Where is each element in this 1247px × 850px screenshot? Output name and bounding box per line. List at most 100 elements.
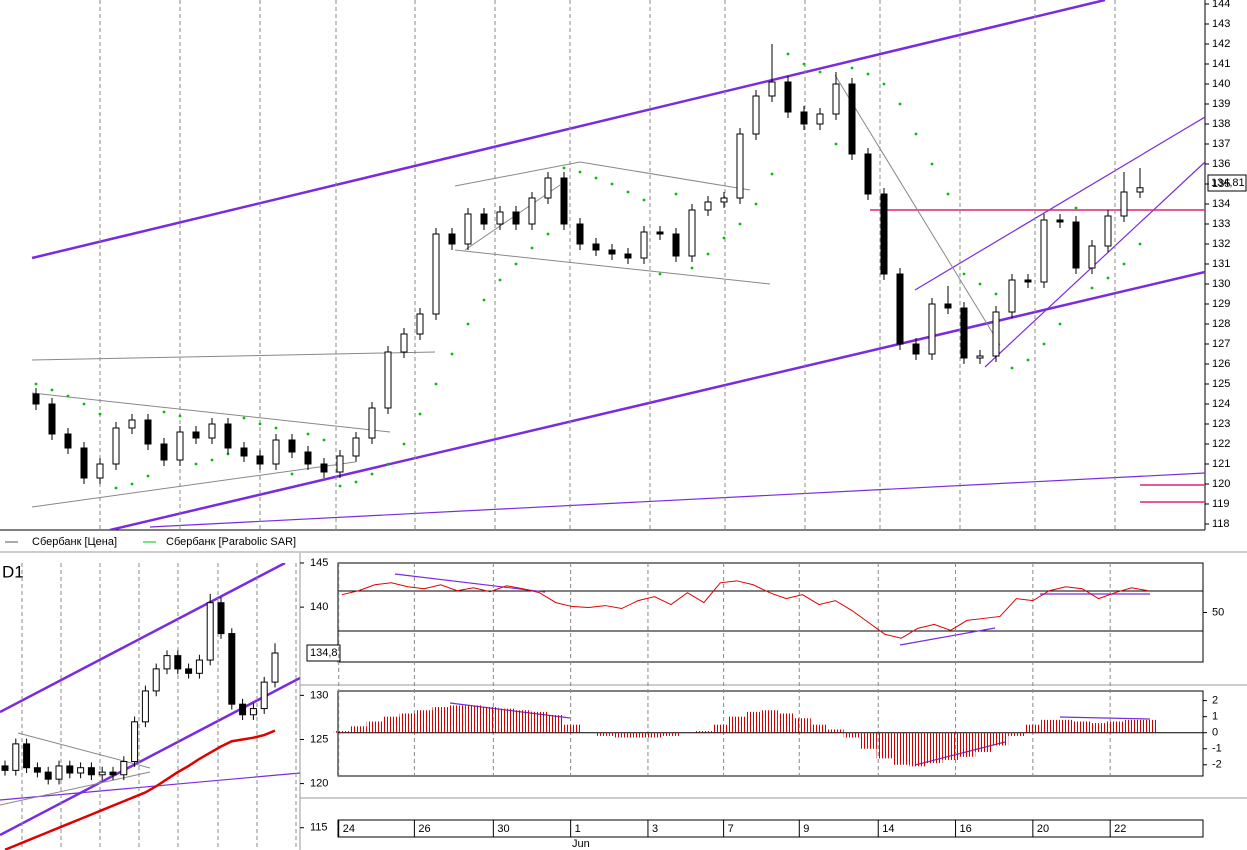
y-tick-label: 50 (1212, 606, 1224, 618)
sar-dot (130, 482, 134, 486)
sar-dot (194, 462, 198, 466)
y-tick-label: 121 (1212, 458, 1230, 470)
y-tick-label: 135 (1212, 178, 1230, 190)
histogram-bar (596, 732, 614, 736)
sar-dot (434, 382, 438, 386)
y-tick-label: 128 (1212, 318, 1230, 330)
y-tick-label: 0 (1212, 727, 1218, 739)
trend-line (0, 563, 286, 714)
divergence-line (394, 573, 546, 593)
candle-body (640, 231, 648, 259)
candle-body (288, 439, 296, 453)
sar-dot (1122, 262, 1126, 266)
candle-body (195, 659, 203, 674)
trend-line (0, 772, 300, 801)
candle-body (960, 307, 968, 359)
y-tick-label: 137 (1212, 138, 1230, 150)
sar-dot (722, 236, 726, 240)
candle-body (163, 655, 171, 670)
candle-body (384, 351, 392, 409)
candle-body (832, 83, 840, 115)
sar-dot (946, 192, 950, 196)
sar-dot (274, 426, 278, 430)
y-tick-label: 2 (1212, 695, 1218, 707)
trend-line (454, 161, 581, 187)
y-tick-label: 122 (1212, 438, 1230, 450)
candle-body (55, 765, 63, 780)
histogram-bar (564, 724, 581, 733)
sar-dot (322, 438, 326, 442)
y-tick-label: 130 (1212, 278, 1230, 290)
sar-dot (306, 432, 310, 436)
histogram-bar (843, 732, 861, 738)
candle-body (512, 211, 520, 225)
sar-dot (1058, 322, 1062, 326)
y-tick-label: 119 (1212, 498, 1230, 510)
candle-body (77, 767, 85, 774)
y-tick-label: 139 (1212, 98, 1230, 110)
sar-dot (690, 266, 694, 270)
sar-dot (66, 394, 70, 398)
histogram-bar (695, 731, 713, 733)
candle-body (1072, 221, 1080, 269)
histogram-bar (1008, 732, 1025, 736)
histogram-bar (333, 731, 351, 733)
candle-body (176, 431, 184, 461)
legend-label: Сбербанк [Цена] (32, 536, 117, 548)
y-tick-label: 126 (1212, 358, 1230, 370)
histogram-bar (991, 732, 1009, 746)
candle-body (304, 451, 312, 465)
candle-body (416, 313, 424, 335)
sar-dot (610, 182, 614, 186)
y-tick-label: 144 (1212, 0, 1230, 10)
histogram-bar (745, 711, 762, 733)
candle-body (848, 83, 856, 155)
candle-body (66, 765, 74, 774)
x-tick-label: 14 (882, 823, 894, 835)
y-tick-label: 141 (1212, 58, 1230, 70)
candle-body (912, 343, 920, 355)
y-tick-label: 123 (1212, 418, 1230, 430)
divergence-line (1059, 716, 1151, 720)
candle-body (249, 708, 257, 716)
histogram-bar (728, 716, 745, 733)
candle-body (688, 209, 696, 257)
legend-label: Сбербанк [Parabolic SAR] (166, 536, 296, 548)
x-tick-label: 3 (652, 823, 658, 835)
histogram-bar (547, 715, 565, 733)
candle-body (109, 771, 117, 776)
trend-line (31, 351, 436, 361)
candle-body (480, 213, 488, 225)
histogram-bar (794, 718, 811, 733)
y-tick-label: 1 (1212, 711, 1218, 723)
sar-dot (658, 272, 662, 276)
y-tick-label: 134 (1212, 198, 1230, 210)
candle-body (976, 355, 984, 359)
candle-body (1104, 215, 1112, 247)
candle-body (944, 303, 952, 309)
trend-line (454, 249, 771, 285)
sar-dot (914, 132, 918, 136)
histogram-bar (662, 732, 680, 736)
sar-dot (1074, 206, 1078, 210)
y-tick-label: 132 (1212, 238, 1230, 250)
histogram-bar (613, 732, 630, 738)
sar-dot (34, 382, 38, 386)
candle-body (1088, 245, 1096, 269)
trend-line (0, 676, 300, 837)
sar-dot (258, 422, 262, 426)
sar-dot (898, 102, 902, 106)
last-price: 134,8 (310, 647, 338, 659)
candle-body (33, 767, 41, 773)
histogram-bar (1041, 719, 1058, 733)
candle-body (432, 233, 440, 315)
sar-dot (786, 52, 790, 56)
histogram-bar (909, 732, 926, 767)
candle-body (152, 668, 160, 692)
candle-body (448, 233, 456, 245)
candle-body (352, 437, 360, 457)
layer: 2 1 0 -1 -2 (333, 695, 1222, 771)
histogram-bar (1139, 719, 1157, 733)
sar-dot (210, 458, 214, 462)
